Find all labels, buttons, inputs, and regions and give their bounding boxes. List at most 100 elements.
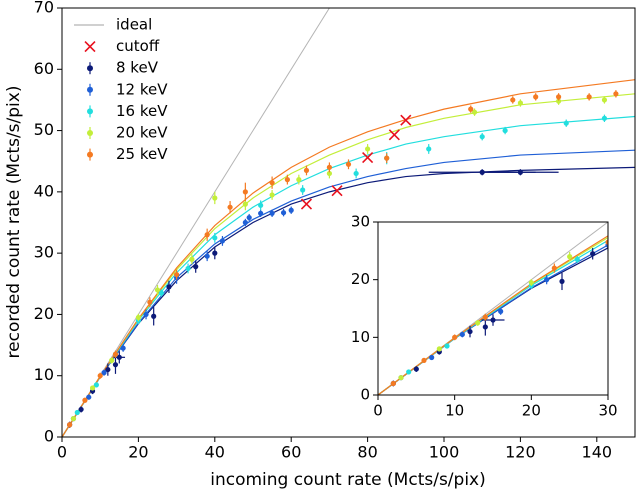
data-point — [193, 264, 199, 270]
data-point — [151, 313, 157, 319]
data-point — [482, 314, 488, 320]
y-tick-label: 30 — [351, 213, 370, 231]
data-point — [613, 91, 619, 97]
y-tick-label: 10 — [351, 328, 370, 346]
data-point — [242, 189, 248, 195]
x-tick-label: 40 — [205, 443, 225, 462]
y-tick-label: 10 — [34, 365, 54, 384]
cutoff-marker — [331, 185, 343, 197]
y-tick-label: 40 — [34, 181, 54, 200]
legend-swatch — [87, 151, 93, 158]
legend: ideal cutoff 8 keV 12 keV 16 keV 20 keV 25 keV — [74, 16, 168, 163]
data-point — [82, 397, 88, 403]
data-point — [468, 106, 474, 112]
legend-label: 12 keV — [116, 80, 168, 98]
legend-label: 8 keV — [116, 59, 159, 77]
ideal-line — [378, 222, 608, 395]
data-point — [567, 254, 573, 260]
data-point — [269, 210, 275, 216]
data-point — [556, 94, 562, 100]
data-point — [147, 299, 153, 305]
data-point — [143, 311, 149, 318]
data-point — [601, 97, 608, 103]
y-tick-label: 20 — [34, 304, 54, 323]
data-point — [204, 253, 210, 259]
data-point — [212, 195, 218, 201]
data-point — [242, 219, 248, 226]
x-tick-label: 10 — [445, 402, 464, 420]
data-point — [212, 235, 218, 241]
data-point — [517, 100, 524, 106]
data-point — [219, 238, 226, 244]
data-point — [166, 284, 172, 290]
y-tick-label: 30 — [34, 243, 54, 262]
legend-swatch — [87, 108, 93, 115]
data-point — [284, 177, 290, 183]
data-point — [426, 146, 432, 152]
data-point — [605, 239, 608, 245]
y-tick-label: 70 — [34, 0, 54, 17]
data-point — [154, 287, 161, 293]
data-point — [303, 167, 310, 174]
legend-swatch — [87, 130, 93, 136]
plot-frame — [61, 7, 636, 438]
x-tick-label: 0 — [57, 443, 67, 462]
data-point — [556, 98, 562, 104]
data-point — [227, 204, 233, 210]
data-point — [459, 331, 465, 338]
data-point — [467, 328, 473, 335]
legend-label: 20 keV — [116, 124, 168, 142]
y-tick-label: 60 — [34, 59, 54, 78]
y-tick-label: 0 — [44, 427, 54, 446]
data-point — [365, 146, 371, 152]
data-point — [246, 214, 252, 221]
data-point — [78, 406, 84, 413]
data-point — [67, 422, 73, 428]
data-point — [601, 115, 608, 121]
data-point — [398, 375, 404, 381]
data-point — [269, 192, 275, 198]
data-point — [70, 416, 77, 422]
x-tick-label: 30 — [598, 402, 617, 420]
data-point — [326, 164, 332, 170]
data-point — [112, 351, 119, 357]
data-point — [510, 97, 516, 103]
legend-swatch — [87, 65, 93, 72]
data-point — [551, 265, 557, 271]
legend-label: 25 keV — [116, 145, 168, 163]
data-point — [105, 366, 111, 373]
data-point — [475, 320, 481, 326]
data-point — [444, 343, 450, 349]
cutoff-marker — [300, 198, 313, 210]
legend-swatch — [87, 86, 93, 93]
data-point — [89, 385, 96, 391]
cutoff-marker — [400, 114, 412, 126]
data-point — [269, 180, 275, 186]
data-point — [498, 308, 504, 314]
data-point — [288, 207, 294, 213]
data-point — [574, 256, 580, 263]
data-point — [528, 279, 534, 286]
data-point — [559, 278, 565, 284]
data-point — [563, 120, 569, 126]
ideal-line — [62, 8, 330, 437]
data-point — [242, 201, 248, 207]
y-tick-label: 20 — [351, 270, 370, 288]
data-point — [482, 324, 488, 330]
data-point — [93, 382, 99, 388]
data-point — [74, 409, 80, 416]
x-tick-label: 140 — [582, 443, 613, 462]
data-point — [479, 134, 485, 140]
data-point — [502, 127, 508, 134]
plot-frame — [377, 221, 609, 396]
data-point — [590, 251, 596, 257]
x-tick-label: 120 — [505, 443, 536, 462]
data-point — [135, 314, 141, 321]
data-point — [345, 161, 352, 167]
x-tick-label: 80 — [357, 443, 377, 462]
x-tick-label: 20 — [522, 402, 541, 420]
legend-label: ideal — [116, 16, 152, 34]
data-point — [636, 225, 640, 230]
data-point — [101, 370, 107, 376]
data-point — [353, 170, 359, 177]
